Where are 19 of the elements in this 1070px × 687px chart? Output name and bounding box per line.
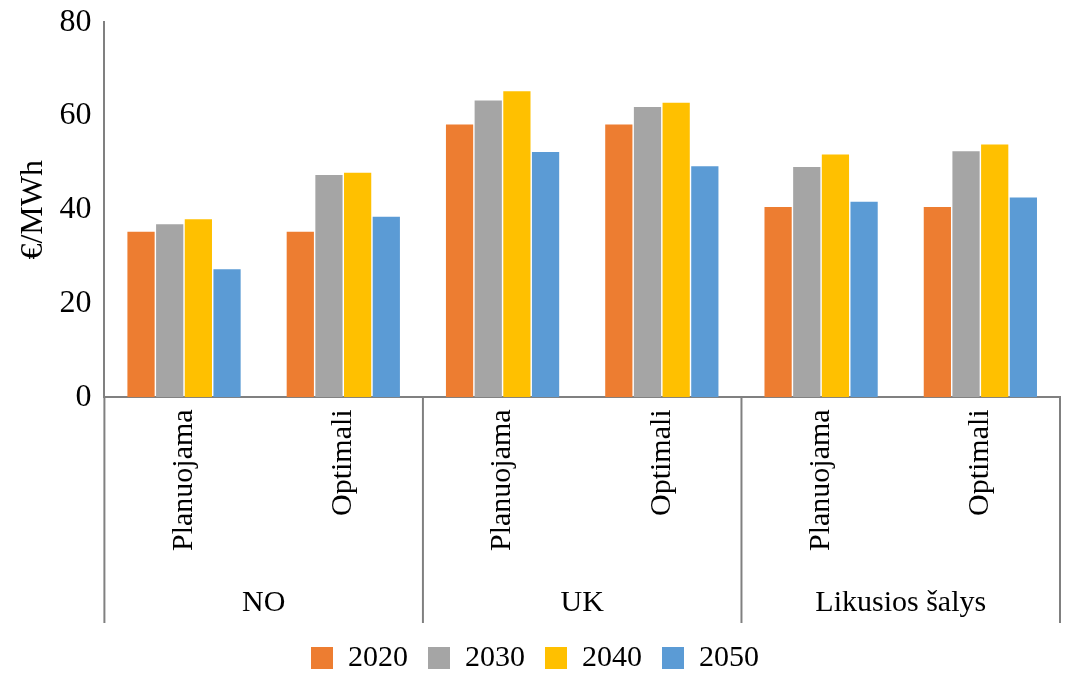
- legend-label: 2050: [699, 638, 759, 672]
- legend-label: 2020: [348, 638, 408, 672]
- x-tick-label: Planuojama: [801, 409, 835, 551]
- y-tick-label: 0: [75, 376, 92, 413]
- text: NO: [241, 584, 286, 617]
- y-tick-label: 80: [59, 1, 92, 38]
- legend-label: 2040: [582, 638, 642, 672]
- legend-label: 2030: [465, 638, 525, 672]
- x-tick-label: Planuojama: [483, 409, 517, 551]
- x-tick-label: Optimali: [961, 409, 995, 517]
- y-axis-title: €/MWh: [12, 160, 49, 260]
- text: UK: [560, 584, 605, 617]
- text: Likusios šalys: [815, 584, 987, 617]
- y-tick-label: 60: [59, 95, 92, 132]
- x-tick-label: Optimali: [324, 409, 358, 517]
- y-tick-label: 20: [59, 282, 92, 319]
- x-tick-label: Optimali: [642, 409, 676, 517]
- x-tick-label: Planuojama: [164, 409, 198, 551]
- y-tick-label: 40: [59, 189, 92, 226]
